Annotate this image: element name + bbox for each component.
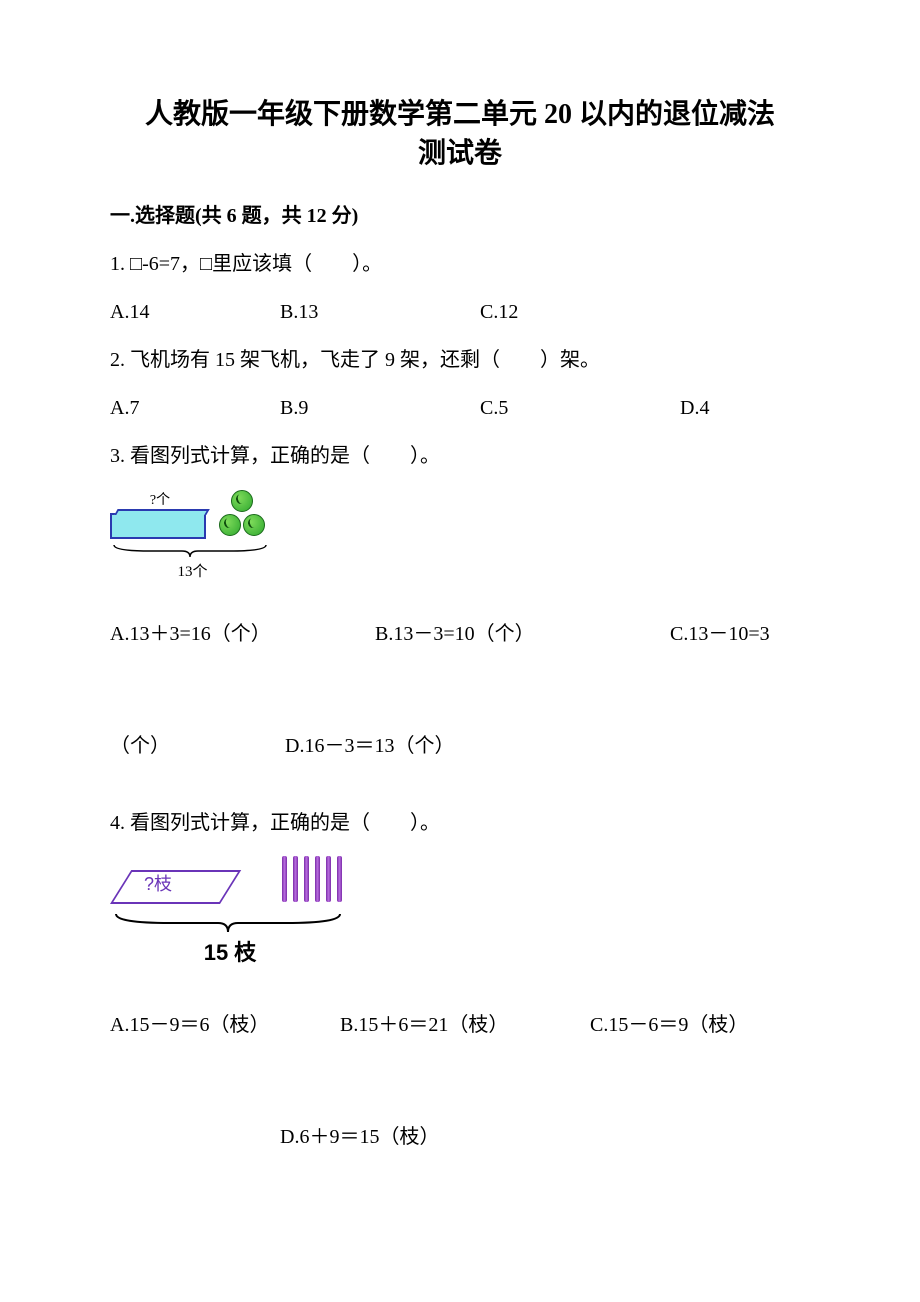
q3-option-a: A.13＋3=16（个）	[110, 606, 370, 662]
q2-option-d: D.4	[680, 393, 709, 423]
q4-option-d: D.6＋9＝15（枝）	[280, 1109, 439, 1165]
q4-option-a: A.15－9＝6（枝）	[110, 997, 335, 1053]
q3-option-d: D.16－3＝13（个）	[285, 718, 454, 774]
q2-option-b: B.9	[280, 393, 480, 423]
q3-brace-icon	[110, 543, 275, 559]
q4-card-icon: ?枝	[110, 894, 228, 904]
q4-sticks	[282, 856, 342, 902]
title-line-1: 人教版一年级下册数学第二单元 20 以内的退位减法	[110, 95, 810, 134]
title-line-2: 测试卷	[110, 134, 810, 173]
question-1-options: A.14 B.13 C.12	[110, 297, 810, 327]
question-4-figure: ?枝 15 枝	[110, 856, 350, 969]
question-3-figure: ?个 13个	[110, 489, 275, 584]
q1-option-a: A.14	[110, 297, 280, 327]
q2-option-c: C.5	[480, 393, 680, 423]
q3-option-b: B.13－3=10（个）	[375, 606, 665, 662]
q3-option-c: C.13－10=3	[670, 606, 770, 662]
stick-icon	[304, 856, 309, 902]
q4-option-b: B.15＋6＝21（枝）	[340, 997, 585, 1053]
stick-icon	[282, 856, 287, 902]
q3-option-c-tail: （个）	[110, 718, 280, 774]
question-2-text: 2. 飞机场有 15 架飞机，飞走了 9 架，还剩（ ）架。	[110, 345, 810, 375]
q4-brace-icon	[110, 912, 350, 934]
q4-option-c: C.15－6＝9（枝）	[590, 997, 748, 1053]
document-page: 人教版一年级下册数学第二单元 20 以内的退位减法 测试卷 一.选择题(共 6 …	[0, 0, 920, 1302]
stick-icon	[337, 856, 342, 902]
q3-box-icon	[110, 513, 206, 539]
stick-icon	[293, 856, 298, 902]
page-title: 人教版一年级下册数学第二单元 20 以内的退位减法 测试卷	[110, 95, 810, 173]
ball-icon	[219, 514, 241, 536]
q3-total-label: 13个	[110, 561, 275, 584]
ball-icon	[243, 514, 265, 536]
question-4-options: A.15－9＝6（枝） B.15＋6＝21（枝） C.15－6＝9（枝） D.6…	[110, 997, 810, 1165]
ball-icon	[231, 490, 253, 512]
q2-option-a: A.7	[110, 393, 280, 423]
q4-total-label: 15 枝	[110, 936, 350, 969]
stick-icon	[326, 856, 331, 902]
q1-option-b: B.13	[280, 297, 480, 327]
section-heading: 一.选择题(共 6 题，共 12 分)	[110, 201, 810, 231]
question-3-options: A.13＋3=16（个） B.13－3=10（个） C.13－10=3 （个） …	[110, 606, 810, 774]
question-1-text: 1. □-6=7，□里应该填（ ）。	[110, 249, 810, 279]
question-2-options: A.7 B.9 C.5 D.4	[110, 393, 810, 423]
stick-icon	[315, 856, 320, 902]
q1-option-c: C.12	[480, 297, 518, 327]
q4-card-label: ?枝	[144, 871, 172, 898]
question-3-text: 3. 看图列式计算，正确的是（ ）。	[110, 441, 810, 471]
question-4-text: 4. 看图列式计算，正确的是（ ）。	[110, 808, 810, 838]
q3-balls	[218, 489, 266, 537]
